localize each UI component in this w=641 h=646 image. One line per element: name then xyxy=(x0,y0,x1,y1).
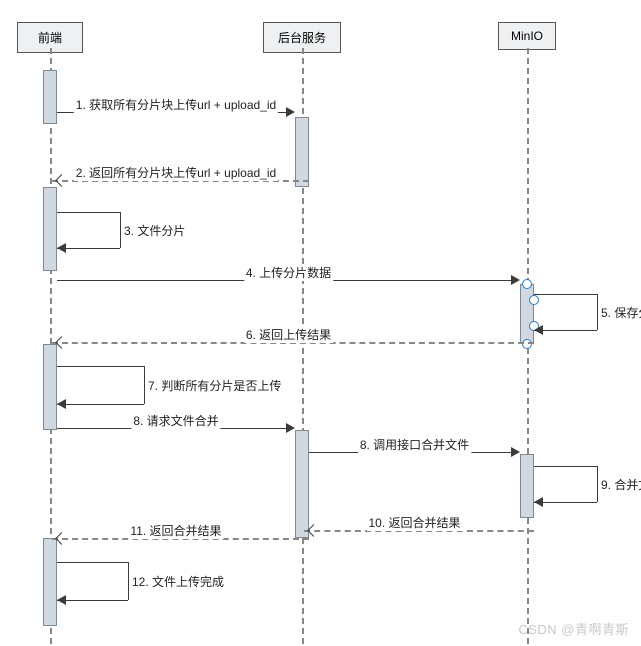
endpoint-icon xyxy=(522,279,532,289)
message-label: 3. 文件分片 xyxy=(122,222,187,239)
message-label: 6. 返回上传结果 xyxy=(244,326,333,343)
message-label: 7. 判断所有分片是否上传 xyxy=(146,377,283,394)
watermark: CSDN @青啊青斯 xyxy=(518,619,629,638)
activation-backend xyxy=(295,430,309,538)
activation-backend xyxy=(295,117,309,187)
endpoint-icon xyxy=(522,339,532,349)
message-label: 11. 返回合并结果 xyxy=(128,522,223,539)
message-label: 9. 合并文件 xyxy=(599,476,641,493)
message-label: 8. 调用接口合并文件 xyxy=(358,436,471,453)
activation-minio xyxy=(520,454,534,518)
message-label: 8. 请求文件合并 xyxy=(131,412,220,429)
activation-minio xyxy=(520,284,534,344)
endpoint-icon xyxy=(529,295,539,305)
activation-frontend xyxy=(43,70,57,124)
participant-minio: MinIO xyxy=(498,22,556,50)
message-label: 10. 返回合并结果 xyxy=(366,514,462,531)
message-label: 1. 获取所有分片块上传url + upload_id xyxy=(74,96,278,113)
message-label: 12. 文件上传完成 xyxy=(130,573,226,590)
activation-frontend xyxy=(43,344,57,430)
activation-frontend xyxy=(43,538,57,626)
message-label: 4. 上传分片数据 xyxy=(244,264,333,281)
message-label: 2. 返回所有分片块上传url + upload_id xyxy=(74,164,278,181)
activation-frontend xyxy=(43,187,57,271)
message-label: 5. 保存分片数据 xyxy=(599,304,641,321)
